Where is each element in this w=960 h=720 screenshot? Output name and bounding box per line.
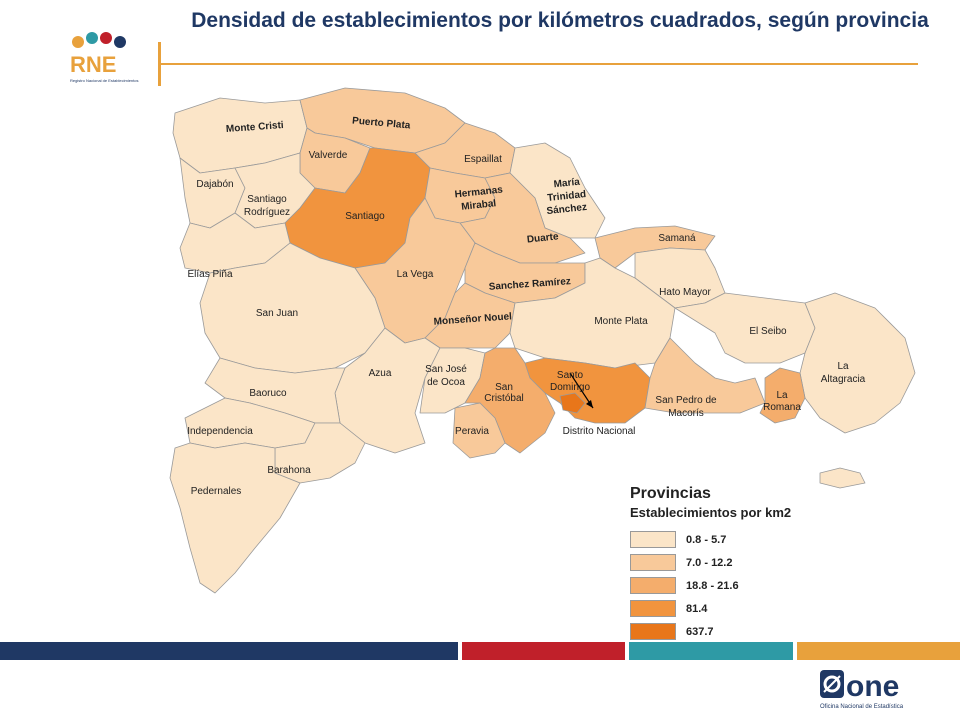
one-logo: one Oficina Nacional de Estadística	[818, 668, 938, 713]
label-espaillat: Espaillat	[464, 154, 502, 165]
label-spm-1: San Pedro de	[655, 395, 717, 406]
island-saona	[819, 467, 866, 489]
legend-swatch	[630, 554, 676, 571]
label-dajabon: Dajabón	[196, 179, 233, 190]
legend-label: 0.8 - 5.7	[686, 533, 727, 546]
label-el-seibo: El Seibo	[749, 326, 787, 337]
legend-swatch	[630, 600, 676, 617]
label-san-cristobal-1: San	[495, 382, 513, 393]
label-peravia: Peravia	[455, 426, 489, 437]
label-ocoa-1: San José	[425, 364, 467, 375]
legend-label: 18.8 - 21.6	[686, 579, 739, 592]
footer-bar-navy	[0, 642, 458, 660]
rne-logo-text: RNE	[70, 52, 116, 77]
map-legend: Provincias Establecimientos por km2 0.8 …	[630, 485, 890, 643]
legend-item: 0.8 - 5.7	[630, 528, 890, 551]
label-romana-2: Romana	[763, 402, 801, 413]
one-logo-text: one	[846, 670, 899, 703]
label-maria-2: Trinidad	[547, 189, 587, 204]
label-hato-mayor: Hato Mayor	[659, 287, 711, 298]
label-puerto-plata: Puerto Plata	[352, 115, 412, 131]
label-santo-domingo-2: Domingo	[550, 382, 590, 393]
label-maria-1: María	[553, 177, 581, 191]
label-samana: Samaná	[658, 233, 696, 244]
label-pedernales: Pedernales	[191, 486, 242, 497]
label-valverde: Valverde	[309, 150, 348, 161]
province-santo-domingo[interactable]	[524, 357, 651, 424]
legend-label: 7.0 - 12.2	[686, 556, 733, 569]
province-pedernales[interactable]	[169, 442, 301, 594]
label-hermanas-2: Mirabal	[461, 198, 497, 213]
footer-color-bars	[0, 642, 960, 662]
province-la-altagracia[interactable]	[799, 292, 916, 434]
one-logo-subtitle: Oficina Nacional de Estadística	[820, 704, 904, 710]
label-baoruco: Baoruco	[249, 388, 287, 399]
label-altagracia-2: Altagracia	[821, 374, 866, 385]
legend-swatch	[630, 623, 676, 640]
province-san-cristobal[interactable]	[464, 347, 556, 454]
legend-item: 637.7	[630, 620, 890, 643]
label-monte-cristi: Monte Cristi	[226, 120, 285, 135]
legend-swatch	[630, 577, 676, 594]
label-maria-3: Sánchez	[546, 202, 588, 217]
legend-label: 637.7	[686, 625, 714, 638]
footer-bar-teal	[629, 642, 793, 660]
province-distrito-nacional[interactable]	[559, 392, 586, 414]
province-peravia[interactable]	[452, 402, 506, 459]
label-elias-pina: Elías Piña	[187, 269, 232, 280]
label-altagracia-1: La	[837, 361, 849, 372]
label-san-cristobal-2: Cristóbal	[484, 393, 523, 404]
label-monsenor-nouel: Monseñor Nouel	[433, 311, 512, 327]
label-romana-1: La	[776, 390, 788, 401]
page-title: Densidad de establecimientos por kilómet…	[191, 9, 929, 32]
header-divider-horizontal	[158, 63, 918, 65]
legend-item: 81.4	[630, 597, 890, 620]
label-la-vega: La Vega	[397, 269, 434, 280]
rne-logo: RNE Registro Nacional de Establecimiento…	[58, 30, 148, 90]
legend-label: 81.4	[686, 602, 708, 615]
label-azua: Azua	[369, 368, 392, 379]
label-spm-2: Macorís	[668, 408, 704, 419]
legend-title: Provincias	[630, 485, 711, 502]
legend-item: 18.8 - 21.6	[630, 574, 890, 597]
label-barahona: Barahona	[267, 465, 311, 476]
legend-subtitle: Establecimientos por km2	[630, 505, 792, 520]
legend-item: 7.0 - 12.2	[630, 551, 890, 574]
rne-logo-subtitle: Registro Nacional de Establecimientos	[70, 78, 138, 83]
label-santiago: Santiago	[345, 211, 385, 222]
province-map: Monte Cristi Puerto Plata Valverde Espai…	[115, 78, 920, 633]
province-san-pedro-de-macoris[interactable]	[644, 337, 766, 414]
label-san-juan: San Juan	[256, 308, 298, 319]
footer-bar-orange	[797, 642, 960, 660]
label-duarte: Duarte	[526, 231, 559, 245]
distrito-pointer-arrow	[586, 400, 593, 408]
label-santo-domingo-1: Santo	[557, 370, 584, 381]
label-santiago-rodriguez-2: Rodríguez	[244, 207, 290, 218]
label-santiago-rodriguez-1: Santiago	[247, 194, 287, 205]
legend-swatch	[630, 531, 676, 548]
label-hermanas-1: Hermanas	[454, 184, 504, 200]
label-monte-plata: Monte Plata	[594, 316, 648, 327]
label-independencia: Independencia	[187, 426, 253, 437]
footer-bar-red	[462, 642, 625, 660]
province-la-romana[interactable]	[759, 367, 806, 424]
label-ocoa-2: de Ocoa	[427, 377, 465, 388]
label-distrito-nacional: Distrito Nacional	[563, 426, 636, 437]
